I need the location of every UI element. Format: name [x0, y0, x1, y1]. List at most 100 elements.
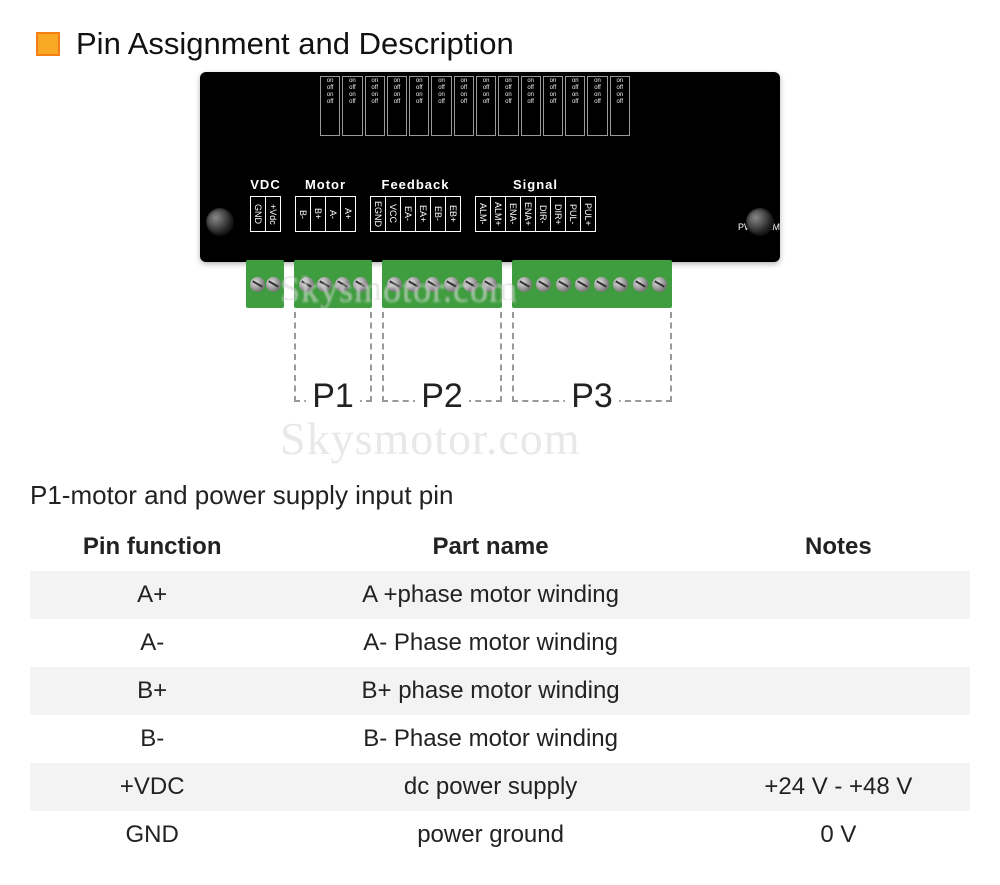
bracket: P1 [294, 312, 372, 402]
pin-label: ALM- [475, 197, 491, 231]
terminal-screw-icon [517, 277, 532, 292]
terminal-block [512, 260, 672, 308]
terminal-block [246, 260, 284, 308]
pin-label: A- [326, 197, 341, 231]
pin-label: EGND [370, 197, 386, 231]
col-notes: Notes [707, 523, 970, 571]
pin-table: Pin function Part name Notes A+A +phase … [30, 523, 970, 859]
terminal-screw-icon [575, 277, 590, 292]
driver-figure: onoffonoffonoffonoffonoffonoffonoffonoff… [0, 72, 1000, 432]
pin-section: Signal ALM-ALM+ENA-ENA+DIR-DIR+PUL-PUL+ [475, 177, 596, 232]
table-cell: 0 V [707, 811, 970, 859]
table-cell [707, 571, 970, 619]
terminal-screw-icon [335, 277, 350, 292]
terminal-block [382, 260, 502, 308]
dip-column: onoffonoff [387, 76, 407, 136]
pin-section-row: VDCGND+VdcMotorB-B+A-A+FeedbackEGNDVCCEA… [250, 177, 740, 232]
section-header: Pin Assignment and Description [0, 0, 1000, 72]
table-cell: +VDC [30, 763, 274, 811]
pin-section-label: Motor [295, 177, 356, 192]
bracket: P2 [382, 312, 502, 402]
table-cell: A+ [30, 571, 274, 619]
table-cell: GND [30, 811, 274, 859]
terminal-block [294, 260, 372, 308]
table-cell: B- [30, 715, 274, 763]
dip-column: onoffonoff [521, 76, 541, 136]
table-cell [707, 667, 970, 715]
terminal-screw-icon [406, 277, 421, 292]
dip-column: onoffonoff [476, 76, 496, 136]
pin-label: B+ [311, 197, 326, 231]
pin-section: Feedback EGNDVCCEA-EA+EB-EB+ [370, 177, 461, 232]
terminal-screw-icon [594, 277, 609, 292]
table-header-row: Pin function Part name Notes [30, 523, 970, 571]
terminal-screw-icon [353, 277, 368, 292]
pin-label-row: ALM-ALM+ENA-ENA+DIR-DIR+PUL-PUL+ [475, 196, 596, 232]
dip-column: onoffonoff [498, 76, 518, 136]
terminal-screw-icon [299, 277, 314, 292]
terminal-screw-icon [425, 277, 440, 292]
dip-column: onoffonoff [587, 76, 607, 136]
table-cell: B+ [30, 667, 274, 715]
dip-column: onoffonoff [431, 76, 451, 136]
table-row: GNDpower ground0 V [30, 811, 970, 859]
table-cell: A- Phase motor winding [274, 619, 706, 667]
pin-label-row: GND+Vdc [250, 196, 281, 232]
bracket-label: P1 [306, 377, 360, 416]
table-caption: P1-motor and power supply input pin [0, 480, 1000, 523]
dip-column: onoffonoff [565, 76, 585, 136]
dip-column: onoffonoff [342, 76, 362, 136]
terminal-screw-icon [556, 277, 571, 292]
pin-label: ALM+ [491, 197, 506, 231]
table-row: B-B- Phase motor winding [30, 715, 970, 763]
table-cell [707, 619, 970, 667]
bracket: P3 [512, 312, 672, 402]
pin-label: PUL+ [581, 197, 596, 231]
pin-section-label: Feedback [370, 177, 461, 192]
table-cell [707, 715, 970, 763]
table-cell: +24 V - +48 V [707, 763, 970, 811]
bracket-label: P2 [415, 377, 469, 416]
bracket-row: P1P2P3 [246, 312, 746, 402]
table-cell: A +phase motor winding [274, 571, 706, 619]
terminal-screw-icon [536, 277, 551, 292]
pin-label-row: EGNDVCCEA-EA+EB-EB+ [370, 196, 461, 232]
watermark-text: Skysmotor.com [280, 412, 581, 465]
col-part-name: Part name [274, 523, 706, 571]
pin-section-label: VDC [250, 177, 281, 192]
terminal-screw-icon [250, 277, 265, 292]
terminal-screw-icon [463, 277, 478, 292]
pin-label: VCC [386, 197, 401, 231]
pin-label: EA+ [416, 197, 431, 231]
table-row: A+A +phase motor winding [30, 571, 970, 619]
bracket-label: P3 [565, 377, 619, 416]
col-pin-function: Pin function [30, 523, 274, 571]
pin-label: EA- [401, 197, 416, 231]
dip-switch-matrix: onoffonoffonoffonoffonoffonoffonoffonoff… [320, 76, 630, 136]
pin-label: EB- [431, 197, 446, 231]
pin-section-label: Signal [475, 177, 596, 192]
pin-label-row: B-B+A-A+ [295, 196, 356, 232]
pin-label: PUL- [566, 197, 581, 231]
table-row: A-A- Phase motor winding [30, 619, 970, 667]
terminal-screw-icon [482, 277, 497, 292]
table-cell: dc power supply [274, 763, 706, 811]
terminal-block-row [246, 260, 746, 308]
terminal-screw-icon [317, 277, 332, 292]
dip-column: onoffonoff [610, 76, 630, 136]
pwr-alm-label: PWR/ALM [738, 222, 768, 232]
pin-label: EB+ [446, 197, 461, 231]
terminal-screw-icon [613, 277, 628, 292]
table-row: +VDCdc power supply+24 V - +48 V [30, 763, 970, 811]
terminal-screw-icon [444, 277, 459, 292]
pin-label: ENA+ [521, 197, 536, 231]
dip-column: onoffonoff [543, 76, 563, 136]
dip-column: onoffonoff [454, 76, 474, 136]
pin-section: Motor B-B+A-A+ [295, 177, 356, 232]
terminal-screw-icon [387, 277, 402, 292]
pin-label: DIR+ [551, 197, 566, 231]
dip-column: onoffonoff [409, 76, 429, 136]
dip-column: onoffonoff [320, 76, 340, 136]
table-row: B+B+ phase motor winding [30, 667, 970, 715]
accent-square-icon [36, 32, 60, 56]
